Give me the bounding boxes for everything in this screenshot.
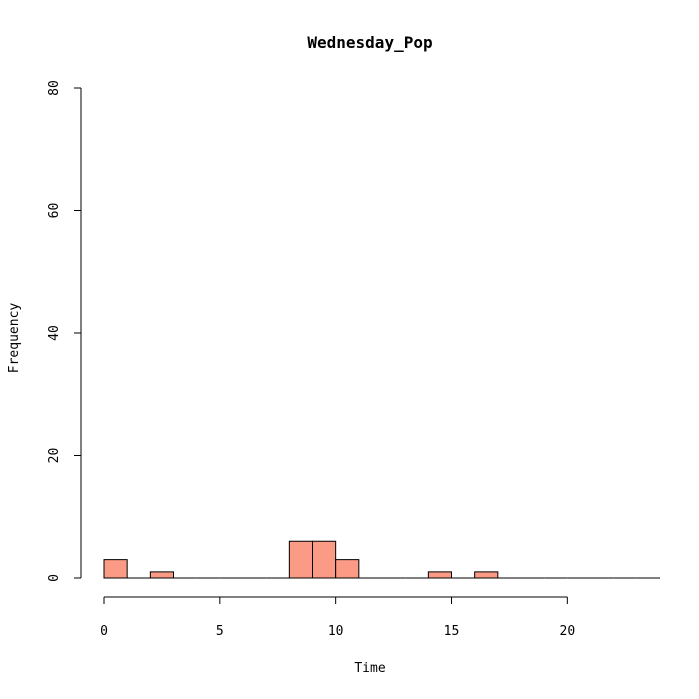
histogram-bar bbox=[312, 540, 337, 579]
y-axis: 0 20 40 60 80 bbox=[47, 80, 82, 582]
histogram-bar bbox=[149, 571, 174, 579]
chart-title: Wednesday_Pop bbox=[307, 33, 432, 52]
x-tick-label: 0 bbox=[100, 624, 108, 639]
bars-group bbox=[103, 540, 660, 579]
x-tick-label: 5 bbox=[216, 624, 224, 639]
y-tick-label: 80 bbox=[47, 80, 62, 96]
y-tick-label: 20 bbox=[47, 448, 62, 464]
y-tick-label: 40 bbox=[47, 325, 62, 341]
y-tick-label: 0 bbox=[47, 574, 62, 582]
x-axis: 0 5 10 15 20 bbox=[100, 596, 576, 639]
x-tick-label: 10 bbox=[328, 624, 344, 639]
y-axis-label: Frequency bbox=[7, 303, 22, 374]
histogram-bar bbox=[335, 559, 360, 579]
x-tick-label: 15 bbox=[444, 624, 460, 639]
histogram-bar bbox=[103, 559, 128, 579]
y-tick-label: 60 bbox=[47, 203, 62, 219]
x-axis-label: Time bbox=[354, 661, 385, 676]
x-tick-label: 20 bbox=[560, 624, 576, 639]
histogram-bar bbox=[474, 571, 499, 579]
histogram-bar bbox=[427, 571, 453, 579]
histogram-bar bbox=[288, 540, 314, 579]
